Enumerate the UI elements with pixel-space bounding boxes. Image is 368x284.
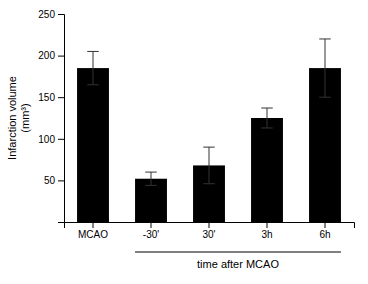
error-stem [151, 172, 152, 185]
error-cap [261, 108, 272, 109]
bar [251, 118, 283, 222]
x-tick-mark [209, 222, 210, 228]
y-tick: 150 [38, 92, 64, 103]
marks [77, 39, 341, 222]
error-cap [319, 38, 330, 39]
x-tick-label: 3h [261, 229, 272, 240]
error-bar [319, 39, 330, 97]
y-tick-label: 200 [38, 50, 55, 61]
x-tick: -30' [143, 222, 159, 240]
error-bar [145, 172, 156, 185]
y-axis-title: Infarction volume(mm³) [6, 76, 31, 160]
error-cap [203, 147, 214, 148]
error-stem [325, 39, 326, 97]
error-cap [261, 127, 272, 128]
error-cap [87, 84, 98, 85]
error-bar [87, 51, 98, 84]
y-axis-title-line: (mm³) [19, 103, 31, 132]
y-tick-label: 250 [38, 9, 55, 20]
error-cap [319, 97, 330, 98]
bracket-label: time after MCAO [197, 258, 279, 270]
x-tick-label: MCAO [78, 229, 108, 240]
error-cap [203, 183, 214, 184]
x-tick: 30' [202, 222, 215, 240]
y-tick-label: 50 [44, 175, 56, 186]
error-bar [261, 108, 272, 128]
y-tick-mark [58, 97, 64, 98]
x-tick: 6h [319, 222, 330, 240]
y-tick: 100 [38, 134, 64, 145]
y-tick-mark [58, 14, 64, 15]
x-tick-label: -30' [143, 229, 159, 240]
chart: MCAO -30' 30' 3h 6h 50 100 150 200 250 time after … [0, 0, 368, 284]
bar [77, 68, 109, 222]
x-tick-mark [267, 222, 268, 228]
y-tick-mark [58, 56, 64, 57]
x-axis-line [65, 223, 355, 229]
y-tick-mark [58, 139, 64, 140]
x-tick: MCAO [78, 222, 108, 240]
y-axis-title-line: Infarction volume [6, 76, 18, 160]
y-tick-label: 100 [38, 134, 55, 145]
y-tick-label: 150 [38, 92, 55, 103]
error-stem [267, 108, 268, 128]
error-cap [87, 51, 98, 52]
y-tick-mark [58, 180, 64, 181]
x-tick-mark [93, 222, 94, 228]
bracket-line [135, 252, 341, 253]
x-tick-mark [151, 222, 152, 228]
error-stem [209, 147, 210, 184]
y-axis: 50 100 150 200 250 [38, 9, 64, 223]
x-tick-label: 30' [202, 229, 215, 240]
plot: MCAO -30' 30' 3h 6h 50 100 150 200 250 time after … [38, 9, 354, 270]
x-tick-mark [325, 222, 326, 228]
x-tick-label: 6h [319, 229, 330, 240]
y-axis-line [58, 15, 65, 223]
x-tick: 3h [261, 222, 272, 240]
x-axis: MCAO -30' 30' 3h 6h [65, 222, 355, 240]
error-bar [203, 147, 214, 184]
y-tick: 250 [38, 9, 64, 20]
error-stem [93, 51, 94, 84]
error-cap [145, 185, 156, 186]
y-tick: 50 [44, 175, 64, 186]
bar [135, 179, 167, 222]
error-cap [145, 172, 156, 173]
y-tick: 200 [38, 50, 64, 61]
